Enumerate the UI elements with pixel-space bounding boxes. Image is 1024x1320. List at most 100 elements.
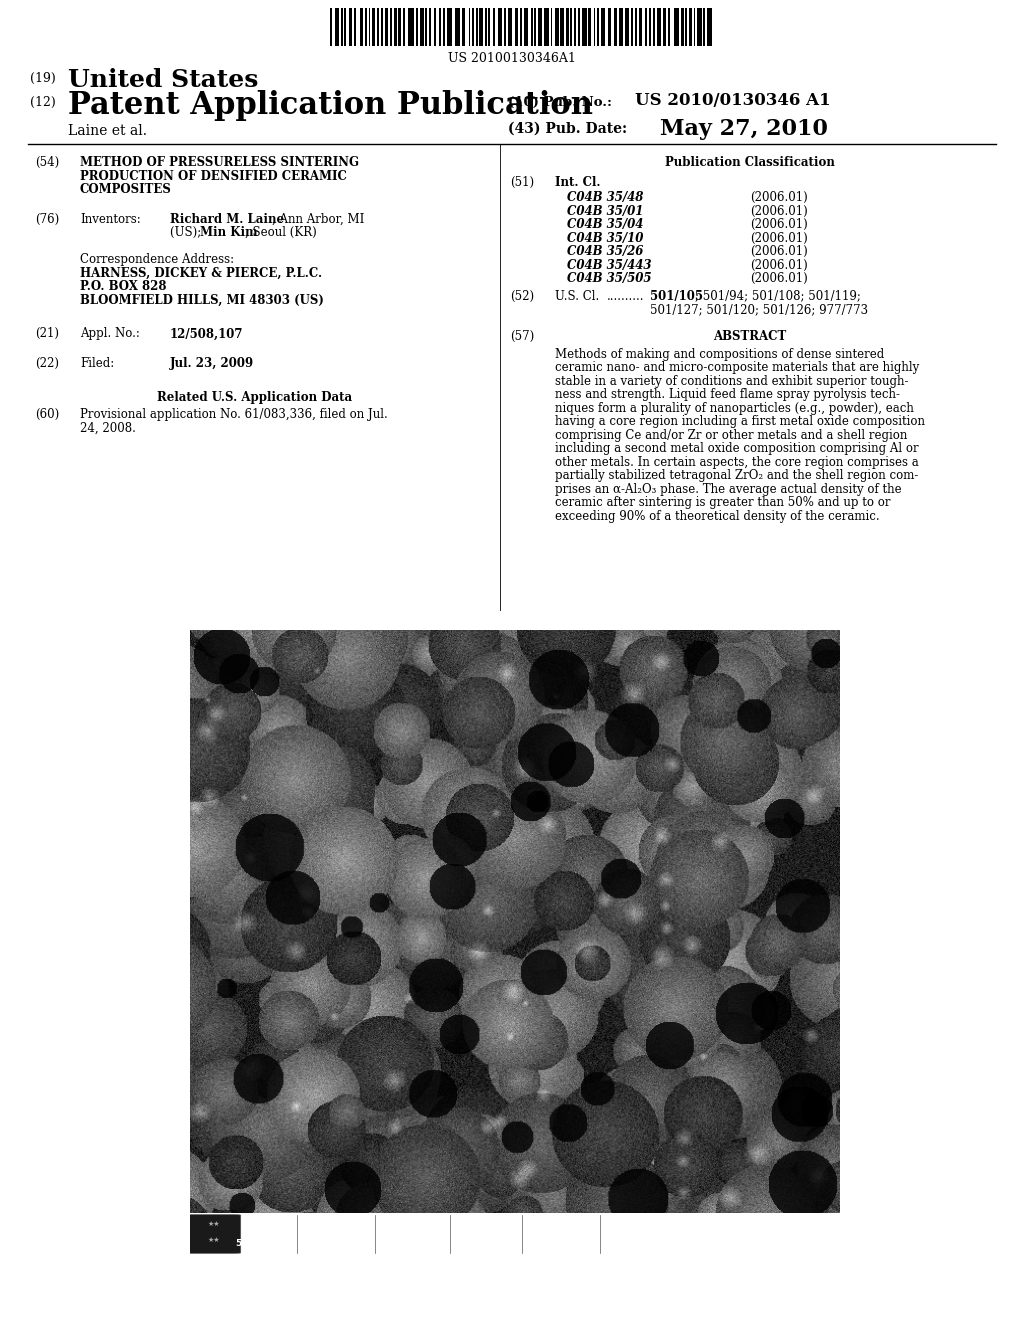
Bar [439, 8, 440, 46]
Text: -0°: -0° [478, 1238, 493, 1247]
Bar [689, 8, 692, 46]
Text: (54): (54) [35, 156, 59, 169]
Bar [594, 8, 596, 46]
Bar [349, 8, 351, 46]
Text: 4.9 mm: 4.9 mm [395, 1238, 433, 1247]
Text: Filed:: Filed: [80, 358, 115, 370]
Bar [447, 8, 453, 46]
Bar [476, 8, 477, 46]
Text: niques form a plurality of nanoparticles (e.g., powder), each: niques form a plurality of nanoparticles… [555, 401, 913, 414]
Text: US 20100130346A1: US 20100130346A1 [449, 51, 575, 65]
Bar [608, 8, 610, 46]
Bar [703, 8, 706, 46]
Bar [618, 8, 624, 46]
Text: C04B 35/01: C04B 35/01 [567, 205, 643, 218]
Bar [462, 8, 465, 46]
Bar [488, 8, 490, 46]
Text: , Seoul (KR): , Seoul (KR) [245, 226, 316, 239]
Text: (12): (12) [30, 96, 55, 110]
Bar [681, 8, 684, 46]
Text: (19): (19) [30, 73, 55, 84]
Text: (21): (21) [35, 327, 59, 341]
Bar [373, 8, 375, 46]
Bar [366, 8, 367, 46]
Text: C04B 35/26: C04B 35/26 [567, 246, 643, 259]
Text: 501/127; 501/120; 501/126; 977/773: 501/127; 501/120; 501/126; 977/773 [650, 304, 868, 317]
Bar [693, 8, 695, 46]
Text: ceramic nano- and micro-composite materials that are highly: ceramic nano- and micro-composite materi… [555, 362, 920, 374]
Text: 160 000 x: 160 000 x [311, 1238, 360, 1247]
Text: ; 501/94; 501/108; 501/119;: ; 501/94; 501/108; 501/119; [695, 289, 861, 302]
Bar [514, 8, 518, 46]
Text: C04B 35/505: C04B 35/505 [567, 272, 651, 285]
Bar [582, 8, 587, 46]
Text: May 27, 2010: May 27, 2010 [660, 117, 827, 140]
Text: stable in a variety of conditions and exhibit superior tough-: stable in a variety of conditions and ex… [555, 375, 908, 388]
Bar [708, 8, 713, 46]
Bar [555, 8, 559, 46]
Bar [493, 8, 495, 46]
Text: 501/105: 501/105 [650, 289, 703, 302]
FancyBboxPatch shape [185, 1214, 241, 1253]
Text: including a second metal oxide composition comprising Al or: including a second metal oxide compositi… [555, 442, 919, 455]
Text: 24, 2008.: 24, 2008. [80, 422, 136, 436]
Text: United States: United States [68, 69, 258, 92]
Bar [530, 8, 532, 46]
Text: (2006.01): (2006.01) [750, 246, 808, 259]
Bar [570, 8, 572, 46]
Text: Richard M. Laine: Richard M. Laine [170, 213, 284, 226]
Text: (52): (52) [510, 289, 535, 302]
Text: ABSTRACT: ABSTRACT [714, 330, 786, 343]
Bar [589, 8, 591, 46]
Bar [538, 8, 542, 46]
Text: P.O. BOX 828: P.O. BOX 828 [80, 280, 167, 293]
Bar [394, 8, 396, 46]
Bar [434, 8, 436, 46]
Text: Jul. 23, 2009: Jul. 23, 2009 [170, 358, 254, 370]
Text: ★★: ★★ [207, 1221, 220, 1226]
Text: U.S. Cl.: U.S. Cl. [555, 289, 599, 302]
Text: Provisional application No. 61/083,336, filed on Jul.: Provisional application No. 61/083,336, … [80, 408, 388, 421]
Bar [685, 8, 687, 46]
Text: curr: curr [548, 1220, 566, 1229]
Bar [653, 8, 655, 46]
Bar [420, 8, 424, 46]
Text: having a core region including a first metal oxide composition: having a core region including a first m… [555, 416, 925, 428]
Text: US 2010/0130346 A1: US 2010/0130346 A1 [635, 92, 830, 110]
Text: (43) Pub. Date:: (43) Pub. Date: [508, 121, 627, 136]
Text: 5.00 kV: 5.00 kV [236, 1238, 274, 1247]
Bar [398, 8, 401, 46]
Text: C04B 35/10: C04B 35/10 [567, 231, 643, 244]
Text: PRODUCTION OF DENSIFIED CERAMIC: PRODUCTION OF DENSIFIED CERAMIC [80, 169, 347, 182]
Text: 500 nm: 500 nm [697, 1241, 735, 1251]
Text: (2006.01): (2006.01) [750, 231, 808, 244]
Text: 0.40 nA: 0.40 nA [538, 1238, 577, 1247]
Bar [613, 8, 617, 46]
Text: METHOD OF PRESSURELESS SINTERING: METHOD OF PRESSURELESS SINTERING [80, 156, 359, 169]
Bar [499, 8, 502, 46]
Bar [390, 8, 392, 46]
Text: (2006.01): (2006.01) [750, 218, 808, 231]
Bar [402, 8, 404, 46]
Text: exceeding 90% of a theoretical density of the ceramic.: exceeding 90% of a theoretical density o… [555, 510, 880, 523]
Text: partially stabilized tetragonal ZrO₂ and the shell region com-: partially stabilized tetragonal ZrO₂ and… [555, 469, 919, 482]
Text: ★★: ★★ [207, 1237, 220, 1243]
Bar [409, 8, 414, 46]
Bar [560, 8, 564, 46]
Text: ceramic after sintering is greater than 50% and up to or: ceramic after sintering is greater than … [555, 496, 891, 510]
Bar [639, 8, 642, 46]
Text: HV: HV [249, 1220, 261, 1229]
Text: (10) Pub. No.:: (10) Pub. No.: [508, 96, 612, 110]
Text: (US);: (US); [170, 226, 205, 239]
Bar [601, 8, 605, 46]
Text: comprising Ce and/or Zr or other metals and a shell region: comprising Ce and/or Zr or other metals … [555, 429, 907, 442]
Bar [645, 8, 647, 46]
Bar [632, 8, 633, 46]
Bar [369, 8, 371, 46]
Text: (57): (57) [510, 330, 535, 343]
Text: (60): (60) [35, 408, 59, 421]
Text: BLOOMFIELD HILLS, MI 48303 (US): BLOOMFIELD HILLS, MI 48303 (US) [80, 294, 324, 306]
Text: (51): (51) [510, 177, 535, 189]
Bar [472, 8, 474, 46]
Bar [429, 8, 431, 46]
